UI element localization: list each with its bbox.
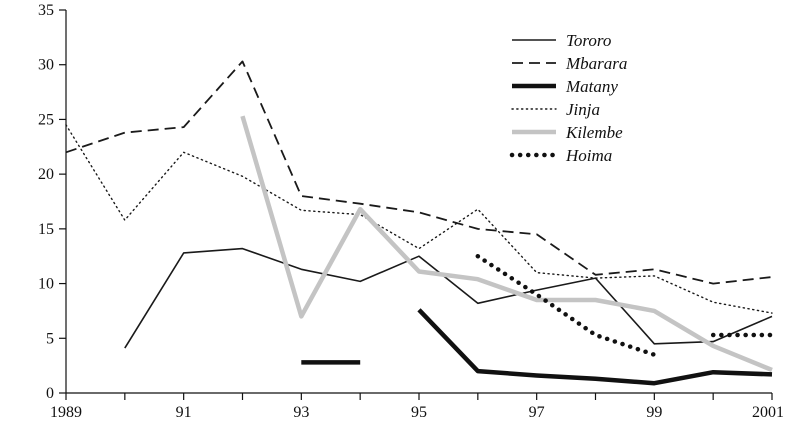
x-tick-label: 97 — [529, 404, 545, 421]
series-line-mbarara — [65, 60, 773, 285]
legend-item-matany: Matany — [512, 77, 618, 96]
series-kilembe — [240, 115, 773, 373]
series-line-hoima — [475, 253, 657, 357]
y-tick-label: 25 — [38, 111, 54, 128]
legend-item-tororo: Tororo — [512, 31, 611, 50]
series-line-jinja — [65, 124, 773, 314]
y-tick-label: 20 — [38, 166, 54, 183]
legend-item-mbarara: Mbarara — [512, 54, 627, 73]
y-tick-label: 35 — [38, 2, 54, 19]
legend-label: Mbarara — [565, 54, 627, 73]
legend-item-kilembe: Kilembe — [512, 123, 623, 142]
legend-label: Jinja — [566, 100, 600, 119]
series-jinja — [65, 124, 773, 314]
x-tick-label: 91 — [176, 404, 192, 421]
y-tick-label: 10 — [38, 276, 54, 293]
y-tick-label: 15 — [38, 221, 54, 238]
series-mbarara — [65, 60, 773, 285]
series-tororo — [124, 247, 773, 349]
x-tick-label: 99 — [646, 404, 662, 421]
legend-label: Tororo — [566, 31, 611, 50]
x-tick-label: 1989 — [50, 404, 82, 421]
series-matany — [301, 308, 773, 386]
series-layer — [65, 60, 775, 386]
x-tick-label: 2001 — [752, 404, 784, 421]
legend-label: Kilembe — [565, 123, 623, 142]
y-tick-label: 30 — [38, 57, 54, 74]
x-tick-label: 93 — [293, 404, 309, 421]
series-line-kilembe — [240, 115, 773, 373]
legend-item-jinja: Jinja — [511, 100, 600, 119]
legend-item-hoima: Hoima — [509, 146, 612, 165]
y-tick-label: 5 — [46, 330, 54, 347]
legend-label: Hoima — [565, 146, 612, 165]
legend: Tororo Mbarara Matany Jinja Kilembe Hoima — [509, 31, 627, 165]
series-hoima — [475, 253, 775, 357]
series-line-tororo — [124, 247, 773, 349]
y-tick-label: 0 — [46, 385, 54, 402]
x-tick-label: 95 — [411, 404, 427, 421]
axes: 0 5 10 15 20 25 30 35 1989 91 93 95 97 99 2001 — [38, 2, 784, 421]
legend-label: Matany — [565, 77, 618, 96]
series-line-matany — [417, 308, 773, 386]
